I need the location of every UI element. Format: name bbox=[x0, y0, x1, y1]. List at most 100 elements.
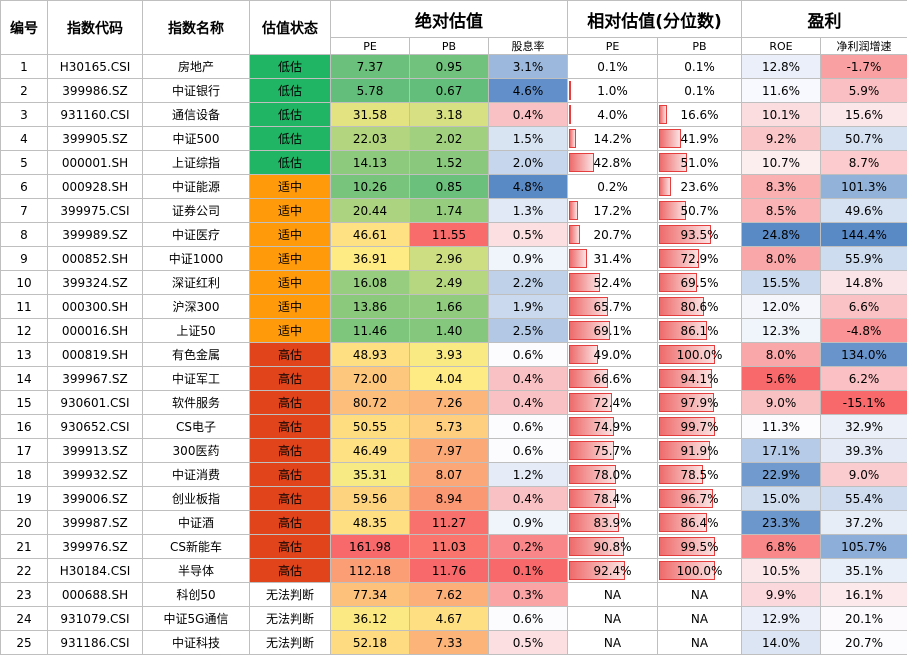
roe-cell: 12.8% bbox=[742, 55, 821, 79]
pb-percentile-cell-text: 41.9% bbox=[680, 132, 718, 146]
header-name: 指数名称 bbox=[143, 1, 250, 55]
pb-percentile-cell: NA bbox=[658, 631, 742, 655]
pb-cell: 8.07 bbox=[410, 463, 489, 487]
valuation-status-cell-text: 低估 bbox=[278, 156, 302, 170]
pb-percentile-cell: 96.7% bbox=[658, 487, 742, 511]
row-number-cell-text: 1 bbox=[20, 60, 28, 74]
profit-growth-cell-text: 55.4% bbox=[845, 492, 883, 506]
pe-percentile-cell-text: 42.8% bbox=[593, 156, 631, 170]
valuation-status-cell-text: 适中 bbox=[278, 180, 302, 194]
pb-cell-text: 11.55 bbox=[432, 228, 466, 242]
pe-cell: 35.31 bbox=[331, 463, 410, 487]
profit-growth-cell-text: 55.9% bbox=[845, 252, 883, 266]
profit-growth-cell-text: 16.1% bbox=[845, 588, 883, 602]
profit-growth-cell-text: 5.9% bbox=[849, 84, 880, 98]
pb-percentile-cell-text: NA bbox=[691, 588, 708, 602]
index-name-cell: 中证科技 bbox=[143, 631, 250, 655]
profit-growth-cell: 50.7% bbox=[821, 127, 907, 151]
pb-cell: 1.40 bbox=[410, 319, 489, 343]
pb-cell-text: 4.67 bbox=[436, 612, 463, 626]
header-pb: PB bbox=[410, 38, 489, 55]
row-number-cell-text: 20 bbox=[16, 516, 31, 530]
row-number-cell: 6 bbox=[1, 175, 48, 199]
pe-percentile-cell-text: 74.9% bbox=[593, 420, 631, 434]
roe-cell: 9.2% bbox=[742, 127, 821, 151]
header-absolute-valuation: 绝对估值 bbox=[331, 1, 568, 38]
index-name-cell: 300医药 bbox=[143, 439, 250, 463]
pb-cell-text: 4.04 bbox=[436, 372, 463, 386]
valuation-status-cell: 低估 bbox=[250, 127, 331, 151]
row-number-cell-text: 12 bbox=[16, 324, 31, 338]
valuation-status-cell-text: 高估 bbox=[278, 372, 302, 386]
profit-growth-cell: 35.1% bbox=[821, 559, 907, 583]
pb-percentile-cell: 100.0% bbox=[658, 343, 742, 367]
row-number-cell: 23 bbox=[1, 583, 48, 607]
pb-percentile-cell: 99.5% bbox=[658, 535, 742, 559]
pe-cell: 52.18 bbox=[331, 631, 410, 655]
profit-growth-cell-text: -4.8% bbox=[847, 324, 882, 338]
valuation-status-cell-text: 高估 bbox=[278, 420, 302, 434]
roe-cell: 12.9% bbox=[742, 607, 821, 631]
profit-growth-cell-text: 6.6% bbox=[849, 300, 880, 314]
pe-percentile-cell: 72.4% bbox=[568, 391, 658, 415]
profit-growth-cell: 101.3% bbox=[821, 175, 907, 199]
row-number-cell: 14 bbox=[1, 367, 48, 391]
valuation-status-cell: 高估 bbox=[250, 391, 331, 415]
pe-cell: 11.46 bbox=[331, 319, 410, 343]
header-profit-growth: 净利润增速 bbox=[821, 38, 907, 55]
valuation-status-cell: 高估 bbox=[250, 487, 331, 511]
pe-cell-text: 14.13 bbox=[353, 156, 387, 170]
pe-cell: 16.08 bbox=[331, 271, 410, 295]
index-code-cell-text: 000300.SH bbox=[62, 300, 128, 314]
index-name-cell: 中证500 bbox=[143, 127, 250, 151]
row-number-cell-text: 7 bbox=[20, 204, 28, 218]
percentile-databar bbox=[569, 81, 571, 100]
pe-percentile-cell-text: 72.4% bbox=[593, 396, 631, 410]
pb-percentile-cell: 0.1% bbox=[658, 79, 742, 103]
profit-growth-cell: 134.0% bbox=[821, 343, 907, 367]
percentile-databar bbox=[569, 129, 576, 148]
dividend-yield-cell: 0.6% bbox=[489, 415, 568, 439]
index-name-cell-text: 软件服务 bbox=[172, 396, 220, 410]
pe-percentile-cell: 14.2% bbox=[568, 127, 658, 151]
roe-cell-text: 12.0% bbox=[762, 300, 800, 314]
pb-cell-text: 3.93 bbox=[436, 348, 463, 362]
pe-cell: 22.03 bbox=[331, 127, 410, 151]
index-code-cell: H30165.CSI bbox=[48, 55, 143, 79]
pb-percentile-cell: 51.0% bbox=[658, 151, 742, 175]
dividend-yield-cell: 1.3% bbox=[489, 199, 568, 223]
pe-percentile-cell: 66.6% bbox=[568, 367, 658, 391]
pb-cell: 2.96 bbox=[410, 247, 489, 271]
dividend-yield-cell: 3.1% bbox=[489, 55, 568, 79]
index-name-cell: 通信设备 bbox=[143, 103, 250, 127]
profit-growth-cell-text: 39.3% bbox=[845, 444, 883, 458]
index-name-cell: 中证5G通信 bbox=[143, 607, 250, 631]
row-number-cell: 17 bbox=[1, 439, 48, 463]
dividend-yield-cell: 0.9% bbox=[489, 511, 568, 535]
valuation-status-cell: 无法判断 bbox=[250, 631, 331, 655]
pb-percentile-cell-text: 94.1% bbox=[680, 372, 718, 386]
pe-cell-text: 10.26 bbox=[353, 180, 387, 194]
pe-cell: 77.34 bbox=[331, 583, 410, 607]
pe-percentile-cell-text: 31.4% bbox=[593, 252, 631, 266]
pb-cell-text: 0.67 bbox=[436, 84, 463, 98]
index-code-cell-text: 000688.SH bbox=[62, 588, 128, 602]
pb-cell: 2.49 bbox=[410, 271, 489, 295]
pe-percentile-cell-text: 83.9% bbox=[593, 516, 631, 530]
dividend-yield-cell: 0.4% bbox=[489, 487, 568, 511]
pb-percentile-cell-text: 23.6% bbox=[680, 180, 718, 194]
pb-cell: 5.73 bbox=[410, 415, 489, 439]
profit-growth-cell-text: 49.6% bbox=[845, 204, 883, 218]
index-name-cell-text: 300医药 bbox=[173, 444, 220, 458]
index-name-cell: 有色金属 bbox=[143, 343, 250, 367]
valuation-status-cell-text: 低估 bbox=[278, 132, 302, 146]
dividend-yield-cell: 0.5% bbox=[489, 223, 568, 247]
pb-cell-text: 7.97 bbox=[436, 444, 463, 458]
pb-percentile-cell-text: 100.0% bbox=[677, 564, 723, 578]
index-name-cell: 半导体 bbox=[143, 559, 250, 583]
